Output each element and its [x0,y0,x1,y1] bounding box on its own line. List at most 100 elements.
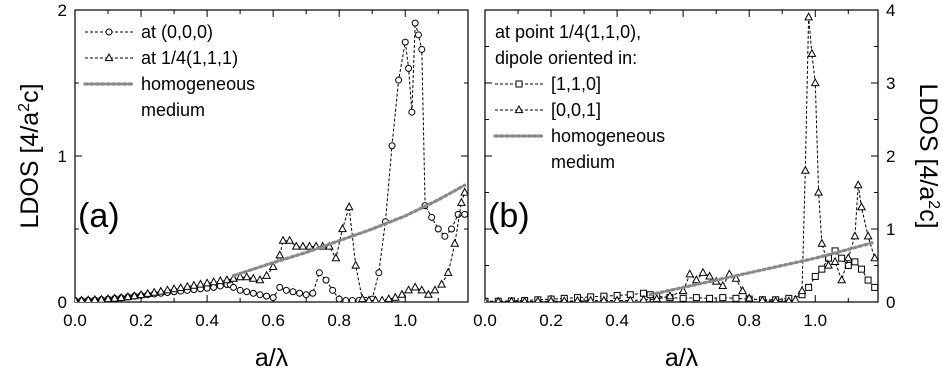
data-point-b-0 [805,283,813,291]
data-point-a-0 [454,210,462,218]
data-point-a-1 [229,273,238,282]
data-point-a-1 [430,285,440,294]
data-point-a-0 [302,291,310,299]
data-point-a-0 [434,225,442,233]
series-a-2 [231,183,467,278]
data-point-a-1 [291,241,301,250]
data-point-a-1 [110,293,120,302]
data-point-b-1 [521,296,528,302]
data-point-b-0 [838,254,846,262]
x-tick-label-a: 0.8 [327,311,351,330]
data-point-a-0 [296,289,304,297]
y-axis-title-sup-a: 2 [16,103,33,112]
y-tick-label-b: 0 [886,293,895,312]
data-point-a-1 [97,294,106,302]
data-point-b-1 [547,296,555,302]
x-tick-label-a: 0.0 [63,311,87,330]
data-point-a-0 [418,45,426,53]
data-point-b-0 [844,262,852,269]
data-point-b-1 [843,253,853,262]
data-point-a-1 [397,289,407,298]
data-point-b-1 [830,256,840,265]
data-point-b-1 [837,275,847,284]
data-point-a-0 [236,286,244,294]
data-point-a-0 [375,269,383,277]
data-point-b-1 [678,286,688,295]
series-line-b-2 [648,240,877,297]
data-point-a-0 [282,286,290,294]
data-point-b-1 [758,295,766,302]
y-tick-label-b: 2 [886,147,895,166]
legend-b: at point 1/4(1,1,0), dipole oriented in: [… [493,22,665,172]
data-point-b-1 [485,296,488,302]
x-tick-label-a: 0.4 [195,311,219,330]
data-point-a-1 [202,278,212,287]
panel-label-b: (b) [488,197,530,235]
legend-label-b-2: homogeneous [551,126,665,146]
series-a-0 [75,19,468,302]
data-point-a-0 [269,294,277,302]
data-point-a-0 [461,210,468,218]
y-axis-title-tail-b: c] [914,209,942,228]
data-point-a-0 [342,297,350,302]
data-point-a-1 [450,238,460,247]
data-point-b-1 [797,286,807,295]
data-point-a-1 [163,285,172,294]
data-point-a-1 [338,223,347,233]
x-tick-label-a: 1.0 [393,311,417,330]
data-point-a-0 [243,288,251,296]
data-point-a-0 [395,76,403,84]
data-point-b-1 [785,296,792,302]
data-point-b-1 [810,77,820,87]
data-point-b-1 [804,12,814,21]
data-point-a-1 [268,261,278,271]
data-point-a-0 [256,291,264,299]
data-point-a-1 [365,295,373,302]
y-axis-title-main-b: LDOS [4/a [914,83,942,200]
data-point-a-1 [130,291,139,300]
data-point-b-0 [732,294,740,302]
y-axis-title-tail-a: c] [16,83,44,102]
data-point-a-0 [263,292,271,300]
data-point-b-1 [800,165,810,174]
data-point-a-1 [460,187,468,196]
data-point-b-1 [587,295,595,302]
data-point-b-1 [857,202,866,211]
data-point-b-1 [817,238,827,247]
data-point-a-0 [289,288,297,296]
legend-marker-b-0 [515,80,523,88]
data-point-a-1 [215,275,225,285]
y-tick-label-b: 1 [886,220,895,239]
x-tick-label-a: 0.2 [129,311,153,330]
data-point-a-1 [123,291,133,301]
data-point-a-1 [390,292,400,301]
series-line-a-1 [75,192,466,301]
data-point-b-1 [870,253,878,262]
data-point-a-1 [410,282,420,291]
data-point-a-0 [428,213,436,221]
data-point-a-0 [411,19,419,27]
data-point-a-1 [78,295,86,302]
legend-label-a-1: at 1/4(1,1,1) [141,48,238,68]
x-tick-label-a: 0.6 [261,311,285,330]
data-point-a-1 [222,275,232,284]
data-point-b-1 [574,295,581,302]
data-point-b-1 [791,294,800,302]
data-point-a-0 [322,276,330,284]
y-tick-label-a: 1 [58,147,67,166]
data-point-a-1 [305,241,314,250]
x-axis-title-b: a/λ [665,344,699,372]
data-point-a-1 [331,253,341,262]
data-point-a-0 [388,142,396,150]
data-point-b-1 [685,269,695,278]
data-point-a-1 [423,289,433,298]
data-point-a-1 [275,250,285,259]
data-point-a-1 [75,295,79,302]
x-tick-label-b: 0.8 [737,311,761,330]
data-point-a-1 [90,294,99,302]
legend-label-b-2: medium [551,152,615,172]
data-point-b-1 [814,187,823,196]
data-point-b-1 [626,295,634,302]
data-point-a-0 [441,232,449,240]
data-point-a-1 [136,289,146,299]
